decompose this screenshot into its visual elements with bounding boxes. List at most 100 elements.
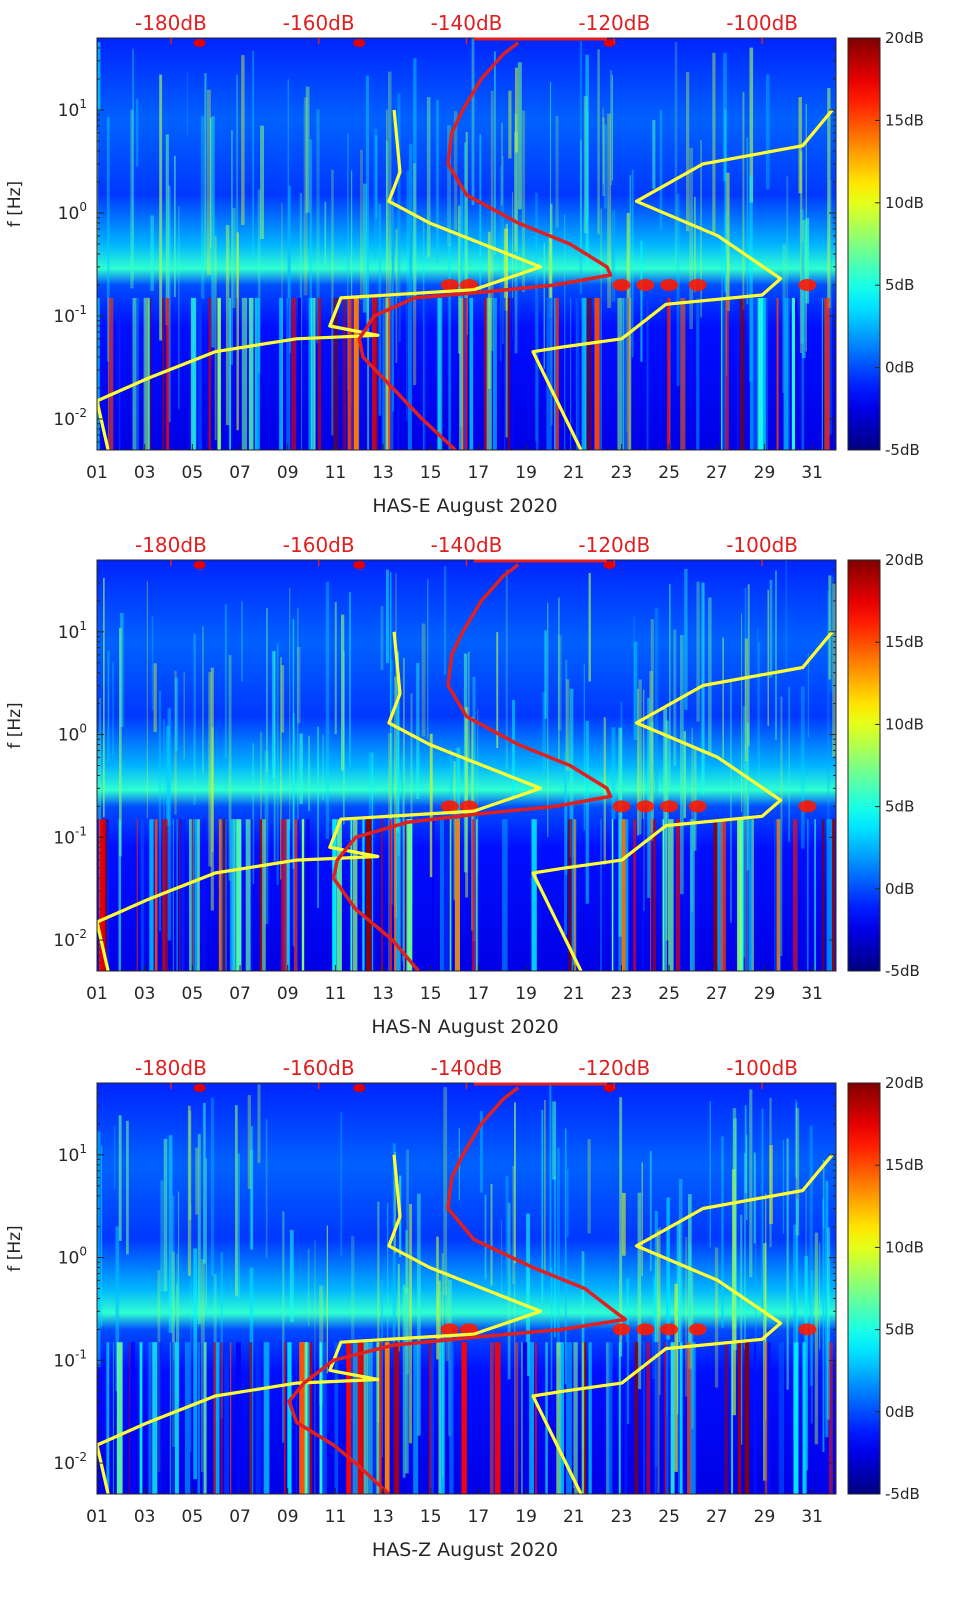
db-tick-label: -160dB <box>283 1056 355 1080</box>
x-tick-label: 31 <box>801 984 823 1004</box>
series-noise-model-high <box>531 630 834 971</box>
spectrogram-image <box>97 1083 836 1494</box>
colorbar-tick-label: -5dB <box>885 962 920 980</box>
y-tick-label: 100 <box>58 722 87 746</box>
colorbar-tick-label: 0dB <box>885 1403 914 1421</box>
colorbar-tick-label: 10dB <box>885 1238 924 1256</box>
x-axis-label: HAS-E August 2020 <box>372 495 557 517</box>
x-tick-label: 17 <box>468 984 490 1004</box>
x-tick-label: 27 <box>706 1507 728 1527</box>
spectrogram-panel-3: 01 03 05 07 09 11 13 15 17 19 21 23 25 27 29 31 10-2 10-1… <box>5 1056 924 1561</box>
x-tick-label: 11 <box>325 984 347 1004</box>
x-tick-label: 03 <box>134 984 156 1004</box>
x-tick-label: 03 <box>134 463 156 483</box>
y-tick-label: 10-2 <box>53 1450 87 1474</box>
colorbar-tick-label: 15dB <box>885 1156 924 1174</box>
colorbar-tick-label: 0dB <box>885 359 914 377</box>
x-tick-label: 21 <box>563 1507 585 1527</box>
x-axis-label: HAS-N August 2020 <box>371 1016 558 1038</box>
colorbar-tick-label: -5dB <box>885 1485 920 1503</box>
y-axis-label: f [Hz] <box>5 181 25 227</box>
y-tick-label: 10-2 <box>53 406 87 430</box>
x-tick-label: 01 <box>86 1507 108 1527</box>
x-tick-label: 05 <box>182 463 204 483</box>
colorbar <box>847 559 881 972</box>
x-tick-label: 19 <box>515 984 537 1004</box>
y-tick-label: 100 <box>58 200 87 224</box>
db-tick-label: -140dB <box>431 1056 503 1080</box>
x-tick-label: 29 <box>754 1507 776 1527</box>
x-tick-label: 19 <box>515 463 537 483</box>
db-tick-label: -160dB <box>283 11 355 35</box>
x-tick-label: 05 <box>182 984 204 1004</box>
x-tick-label: 21 <box>563 463 585 483</box>
x-tick-label: 17 <box>468 463 490 483</box>
colorbar-tick-label: 20dB <box>885 551 924 569</box>
db-tick-label: -180dB <box>135 533 207 557</box>
colorbar-tick-label: 15dB <box>885 633 924 651</box>
spectrogram-image <box>97 560 836 971</box>
db-tick-label: -100dB <box>726 533 798 557</box>
spectrogram-image <box>97 38 836 450</box>
series-noise-model-high <box>531 1153 834 1494</box>
x-tick-label: 15 <box>420 1507 442 1527</box>
x-tick-label: 31 <box>801 1507 823 1527</box>
x-tick-label: 07 <box>229 984 251 1004</box>
db-tick-label: -100dB <box>726 11 798 35</box>
x-tick-label: 23 <box>611 984 633 1004</box>
x-tick-label: 09 <box>277 1507 299 1527</box>
y-tick-label: 101 <box>58 97 87 121</box>
x-tick-label: 25 <box>658 463 680 483</box>
x-tick-label: 23 <box>611 463 633 483</box>
y-tick-label: 100 <box>58 1245 87 1269</box>
db-tick-label: -180dB <box>135 11 207 35</box>
x-tick-label: 19 <box>515 1507 537 1527</box>
colorbar-tick-label: -5dB <box>885 441 920 459</box>
colorbar-tick-label: 0dB <box>885 880 914 898</box>
colorbar-tick-label: 5dB <box>885 276 914 294</box>
x-tick-label: 07 <box>229 1507 251 1527</box>
x-tick-label: 09 <box>277 984 299 1004</box>
x-tick-label: 25 <box>658 1507 680 1527</box>
db-tick-label: -120dB <box>578 533 650 557</box>
x-tick-label: 15 <box>420 984 442 1004</box>
series-noise-model-low <box>97 631 543 971</box>
x-tick-label: 25 <box>658 984 680 1004</box>
x-tick-label: 27 <box>706 984 728 1004</box>
series-noise-model-high <box>531 108 834 450</box>
series-median-PSD <box>357 41 613 450</box>
x-tick-label: 29 <box>754 984 776 1004</box>
db-tick-label: -100dB <box>726 1056 798 1080</box>
x-tick-label: 23 <box>611 1507 633 1527</box>
x-tick-label: 17 <box>468 1507 490 1527</box>
x-tick-label: 05 <box>182 1507 204 1527</box>
x-tick-label: 13 <box>372 463 394 483</box>
y-axis-label: f [Hz] <box>5 1225 25 1271</box>
x-tick-label: 01 <box>86 984 108 1004</box>
series-median-PSD <box>331 563 613 971</box>
db-tick-label: -160dB <box>283 533 355 557</box>
x-tick-label: 01 <box>86 463 108 483</box>
y-tick-label: 101 <box>58 619 87 643</box>
x-tick-label: 21 <box>563 984 585 1004</box>
colorbar-tick-label: 20dB <box>885 1074 924 1092</box>
spectrogram-panel-1: 01 03 05 07 09 11 13 15 17 19 21 23 25 27 29 31 10-2 10-1… <box>5 11 924 517</box>
colorbar-tick-label: 10dB <box>885 715 924 733</box>
series-noise-model-low <box>97 109 543 450</box>
db-tick-label: -180dB <box>135 1056 207 1080</box>
colorbar-tick-label: 10dB <box>885 194 924 212</box>
colorbar-tick-label: 5dB <box>885 1321 914 1339</box>
y-tick-label: 10-1 <box>53 824 87 848</box>
db-tick-label: -120dB <box>578 1056 650 1080</box>
x-tick-label: 13 <box>372 984 394 1004</box>
x-tick-label: 29 <box>754 463 776 483</box>
colorbar-tick-label: 20dB <box>885 29 924 47</box>
x-tick-label: 11 <box>325 463 347 483</box>
x-tick-label: 27 <box>706 463 728 483</box>
x-axis-label: HAS-Z August 2020 <box>372 1539 558 1561</box>
x-tick-label: 15 <box>420 463 442 483</box>
y-tick-label: 10-2 <box>53 927 87 951</box>
x-tick-label: 09 <box>277 463 299 483</box>
series-median-PSD <box>287 1086 628 1494</box>
